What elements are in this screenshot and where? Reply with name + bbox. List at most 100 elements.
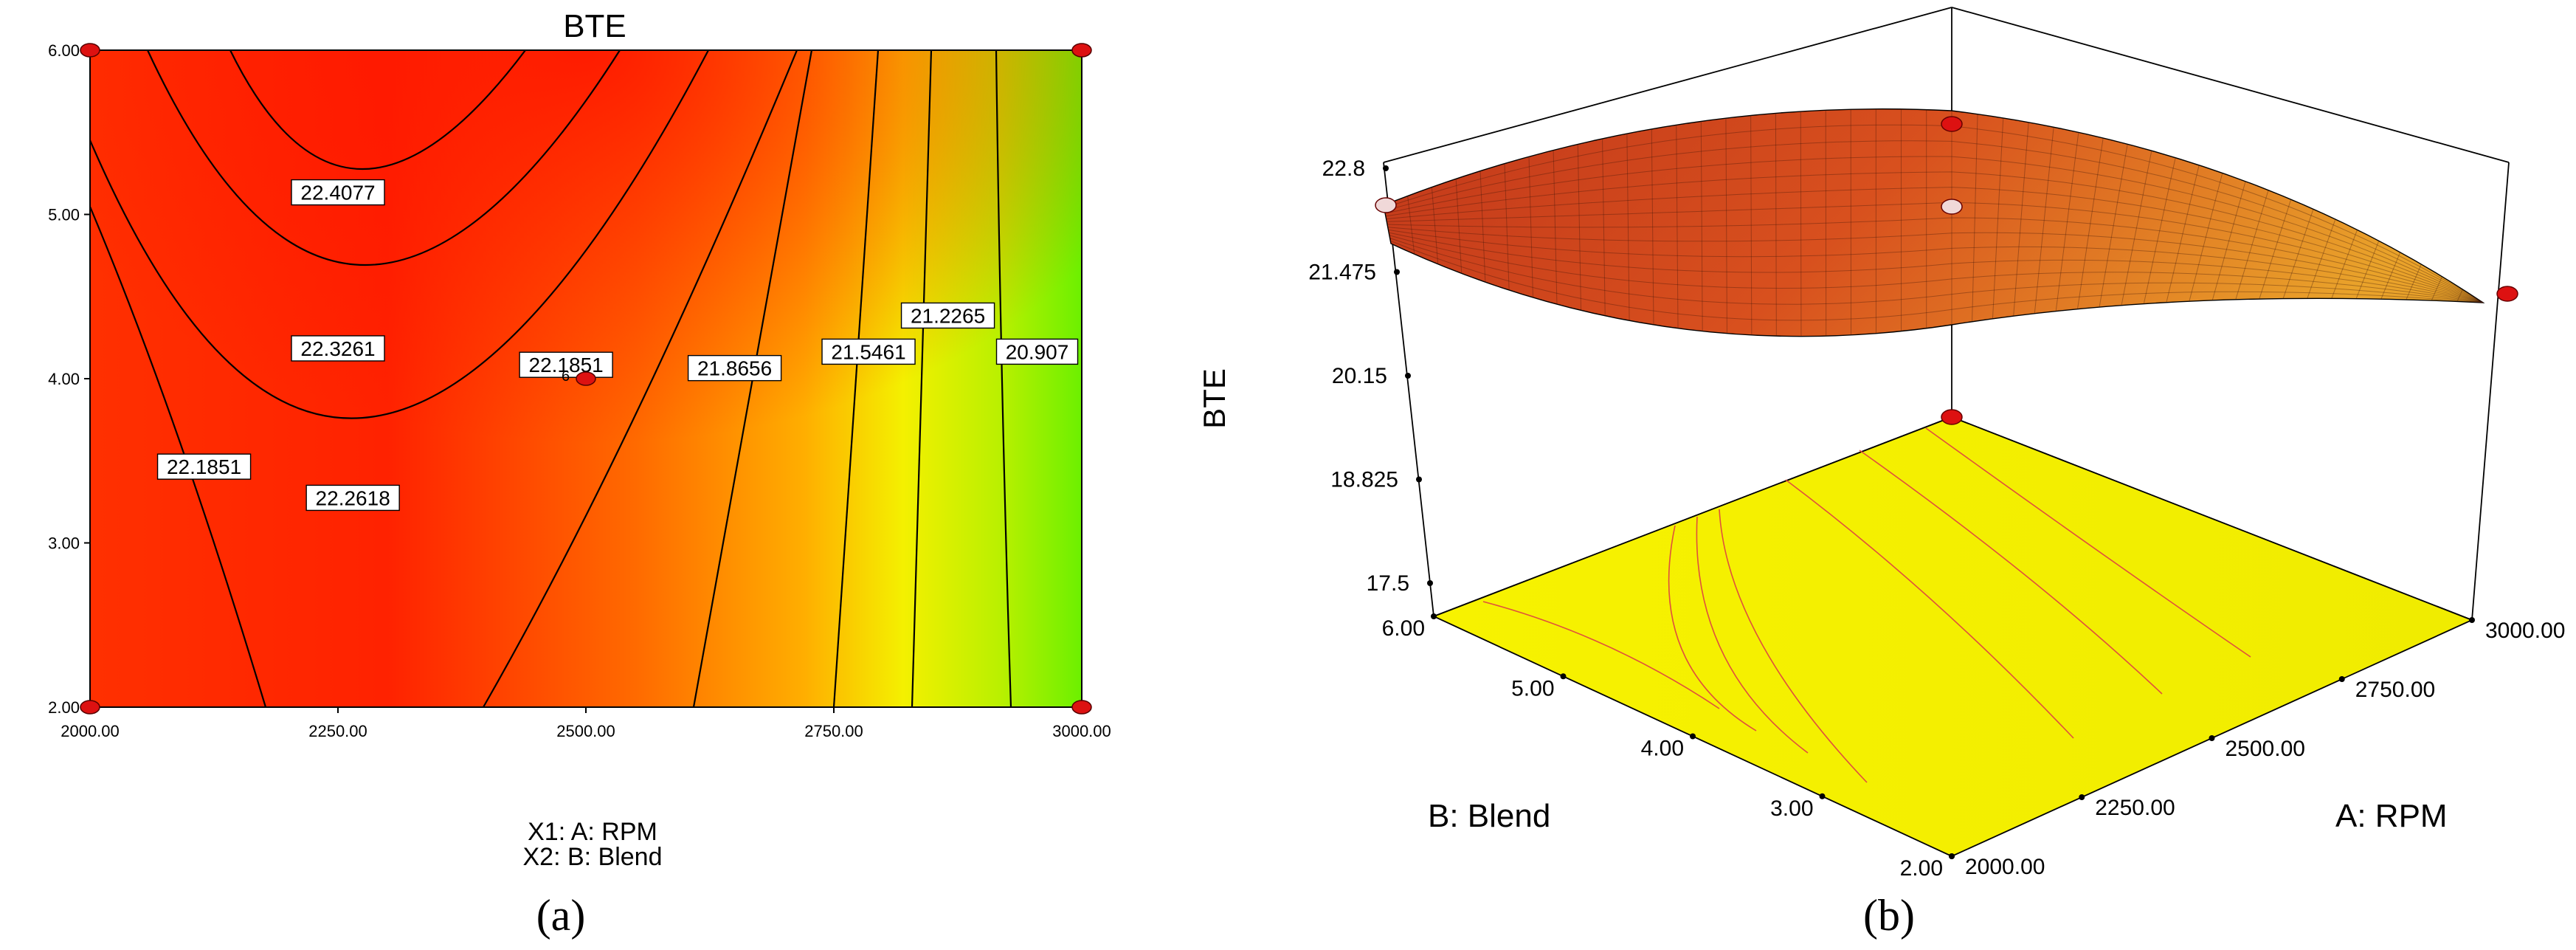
blend-tick-mark xyxy=(1819,793,1826,799)
mesh-line-horizontal xyxy=(1389,238,2484,305)
mesh-line-vertical xyxy=(1577,144,1582,311)
contour-level-box xyxy=(156,453,252,480)
mesh-line-vertical xyxy=(2431,276,2442,301)
mesh-line-vertical xyxy=(2307,218,2336,299)
design-point xyxy=(80,43,100,58)
factor-line-x1: X1: A: RPM xyxy=(528,818,657,846)
contour-y-tick-label: 4.00 xyxy=(48,370,80,388)
mesh-line-vertical xyxy=(2235,190,2269,300)
mesh-line-vertical xyxy=(1972,114,1978,322)
floor-contour-5 xyxy=(1785,479,2074,739)
blend-tick-label: 6.00 xyxy=(1382,616,1425,641)
mesh-line-vertical xyxy=(2076,137,2104,309)
design-point xyxy=(1071,43,1092,58)
mesh-line-vertical xyxy=(1602,138,1606,316)
contour-line-1 xyxy=(229,49,526,171)
mesh-line-vertical xyxy=(2034,127,2054,314)
contour-level-label: 21.5461 xyxy=(831,340,905,363)
contour-level-label: 22.3261 xyxy=(300,337,375,360)
mesh-line-vertical xyxy=(1750,115,1753,335)
mesh-line-vertical xyxy=(2259,199,2292,300)
contour-level-label: 22.2618 xyxy=(316,486,390,509)
z-tick-label: 17.5 xyxy=(1367,571,1409,596)
rpm-tick-mark xyxy=(2209,735,2215,741)
mesh-line-vertical xyxy=(2166,165,2200,303)
z-tick-mark xyxy=(1427,580,1433,586)
contour-level-label: 21.8656 xyxy=(697,357,772,380)
contour-level-box xyxy=(305,484,400,512)
contour-level-box xyxy=(900,302,995,329)
mesh-line-horizontal xyxy=(1387,217,2484,303)
rpm-axis-ticks: 2000.00 2250.00 2500.00 2750.00 3000.00 xyxy=(1949,617,2565,879)
contour-line-8 xyxy=(995,49,1012,708)
contour-level-label: 22.1851 xyxy=(167,455,241,478)
mesh-line-horizontal xyxy=(1390,240,2484,321)
contour-x-ticks: 2000.00 2250.00 2500.00 2750.00 3000.00 xyxy=(61,707,1111,740)
mesh-line-vertical xyxy=(2211,181,2246,301)
mesh-line-horizontal xyxy=(1384,156,2484,303)
contour-line-4b xyxy=(483,49,798,708)
z-tick-mark xyxy=(1416,476,1422,483)
contour-x-tick-label: 2500.00 xyxy=(556,722,615,740)
contour-y-tick-label: 3.00 xyxy=(48,534,80,553)
mesh-line-vertical xyxy=(2380,252,2401,300)
design-point xyxy=(1071,700,1092,715)
mesh-line-vertical xyxy=(1407,196,1415,255)
mesh-line-vertical xyxy=(1431,187,1439,264)
rpm-tick-label: 2000.00 xyxy=(1965,855,2045,879)
rpm-tick-mark xyxy=(2079,794,2085,800)
box-top-right xyxy=(1951,7,2510,163)
floor-contour-7 xyxy=(1925,427,2251,658)
mesh-line-horizontal xyxy=(1386,187,2484,303)
contour-level-labels: 22.4077 22.3261 22.2618 22.1851 21.8656 21.54… xyxy=(156,179,1079,512)
blend-tick-label: 4.00 xyxy=(1641,737,1684,761)
floor-contours xyxy=(1482,427,2251,783)
surface-design-points xyxy=(1375,116,2518,425)
mesh-line-vertical xyxy=(2282,209,2314,299)
contour-level-box xyxy=(519,351,613,378)
design-point-left xyxy=(1375,197,1397,213)
mesh-line-vertical xyxy=(2121,151,2152,306)
box-top-left xyxy=(1383,7,1952,163)
panel-label-a: (a) xyxy=(536,891,586,940)
z-axis-ticks: 22.8 21.475 20.15 18.825 17.5 xyxy=(1308,156,1433,596)
contour-level-box xyxy=(821,338,916,365)
blend-tick-label: 3.00 xyxy=(1770,796,1813,821)
design-point xyxy=(576,371,596,386)
z-tick-label: 21.475 xyxy=(1308,261,1376,285)
z-tick-label: 22.8 xyxy=(1322,156,1365,181)
mesh-line-horizontal xyxy=(1387,227,2484,303)
panel-label-b: (b) xyxy=(1863,891,1915,940)
contour-level-label: 22.4077 xyxy=(300,182,375,204)
contour-y-tick-label: 2.00 xyxy=(48,698,80,717)
box-right-vertical xyxy=(2471,162,2510,621)
contour-x-tick-label: 2250.00 xyxy=(308,722,367,740)
mesh-line-vertical xyxy=(2099,144,2128,308)
mesh-line-vertical xyxy=(2189,173,2223,302)
z-tick-label: 18.825 xyxy=(1330,468,1398,492)
mesh-line-vertical xyxy=(1676,125,1679,328)
mesh-line-horizontal xyxy=(1384,140,2484,303)
mesh-line-vertical xyxy=(2331,230,2358,299)
surface-panel: 22.8 21.475 20.15 18.825 17.5 BTE 6.00 5.00 4.… xyxy=(1197,7,2565,940)
rpm-tick-label: 2500.00 xyxy=(2225,737,2305,761)
design-point-floor-back xyxy=(1941,409,1963,425)
surface-mesh xyxy=(1384,109,2484,337)
rpm-tick-label: 3000.00 xyxy=(2485,619,2565,643)
mesh-line-vertical xyxy=(1504,163,1510,291)
mesh-line-horizontal xyxy=(1388,229,2484,303)
design-point-top xyxy=(1941,116,1963,132)
z-axis-label: BTE xyxy=(1197,368,1232,429)
mesh-line-vertical xyxy=(1626,134,1630,321)
mesh-line-vertical xyxy=(1700,121,1703,331)
mesh-line-vertical xyxy=(1528,156,1533,298)
rpm-tick-mark xyxy=(1949,853,1955,859)
response-surface xyxy=(1383,108,2485,337)
floor-contour-6 xyxy=(1859,450,2163,695)
design-point xyxy=(80,700,100,715)
z-tick-mark xyxy=(1394,269,1400,275)
blend-tick-mark xyxy=(1431,613,1437,619)
blend-tick-label: 2.00 xyxy=(1900,856,1943,881)
contour-level-label: 20.907 xyxy=(1006,340,1069,363)
mesh-line-vertical xyxy=(1479,171,1486,283)
